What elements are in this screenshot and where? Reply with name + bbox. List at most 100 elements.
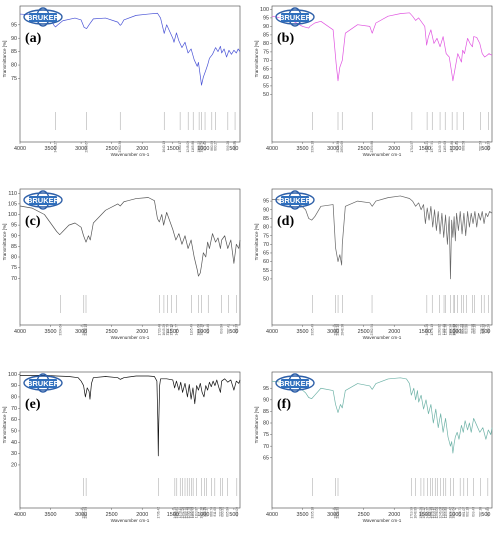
- x-tick-label: 2500: [106, 512, 118, 518]
- peak-label: 1466.26: [425, 324, 429, 336]
- x-tick-label: 1500: [167, 146, 179, 152]
- peak-label: 1110.87: [195, 507, 199, 518]
- logo-text: BRUKER: [27, 196, 60, 205]
- y-tick-label: 80: [263, 225, 269, 231]
- peak-label: 467.85: [486, 507, 490, 517]
- peak-label: 1648.85: [414, 507, 418, 519]
- x-tick-label: 2500: [358, 146, 370, 152]
- peak-label: 971.62: [203, 141, 207, 151]
- peak-label: 1299.72: [183, 507, 187, 519]
- peak-label: 1082.94: [448, 324, 452, 336]
- y-axis-title: Transmittance [%]: [2, 224, 7, 261]
- x-tick-label: 3000: [75, 512, 87, 518]
- y-tick-label: 70: [11, 276, 17, 282]
- logo-text: BRUKER: [279, 196, 312, 205]
- x-tick-label: 1000: [449, 512, 461, 518]
- logo-band: [29, 196, 57, 205]
- x-tick-label: 3000: [327, 329, 339, 335]
- y-tick-label: 85: [263, 409, 269, 415]
- peak-label: 1185.49: [442, 324, 446, 336]
- spectrum-chart: 65 70 75 80 85 90 95 4000 3500 3000 2500 2000 1500 10…: [254, 371, 493, 523]
- x-tick-label: 500: [229, 512, 238, 518]
- peak-label: 2917.93: [84, 507, 88, 519]
- peak-label: 2919.10: [336, 324, 340, 336]
- panel-label: (c): [25, 214, 41, 229]
- x-tick-label: 1000: [197, 146, 209, 152]
- y-tick-label: 70: [263, 444, 269, 450]
- peak-label: 2909.67: [85, 141, 89, 153]
- x-tick-label: 1000: [197, 512, 209, 518]
- peak-label: 2962.98: [333, 324, 337, 336]
- y-tick-label: 80: [11, 63, 17, 69]
- y-tick-label: 70: [11, 406, 17, 412]
- x-tick-label: 2000: [136, 329, 148, 335]
- spectrum-line: [19, 12, 241, 86]
- peak-label: 2957.55: [82, 507, 86, 519]
- x-tick-label: 500: [481, 512, 490, 518]
- peak-label: 1404.96: [429, 507, 433, 519]
- logo-band: [281, 196, 309, 205]
- peak-label: 2850.69: [340, 141, 344, 153]
- x-axis-title: Wavenumber cm-1: [111, 518, 150, 523]
- x-tick-label: 4000: [266, 146, 278, 152]
- peak-label: 587.36: [479, 507, 483, 517]
- y-tick-label: 95: [11, 223, 17, 229]
- y-tick-label: 80: [263, 421, 269, 427]
- peak-label: 1433.81: [175, 507, 179, 519]
- peak-label: 3334.18: [311, 141, 315, 153]
- peak-label: 458.33: [234, 324, 238, 334]
- y-tick-label: 75: [11, 265, 17, 271]
- y-tick-label: 60: [11, 417, 17, 423]
- peak-label: 1195.49: [189, 324, 193, 336]
- peak-label: 1027.18: [200, 324, 204, 336]
- y-axis-title: Transmittance [%]: [254, 224, 259, 261]
- x-tick-label: 2000: [388, 329, 400, 335]
- peak-label: 868.74: [209, 507, 213, 517]
- peak-label: 1525.35: [169, 324, 173, 336]
- y-tick-label: 110: [8, 191, 17, 197]
- y-tick-label: 65: [263, 67, 269, 73]
- peak-label: 952.17: [204, 507, 208, 517]
- peak-label: 1462.21: [425, 141, 429, 153]
- plot-frame: [271, 371, 493, 509]
- peak-label: 1378.11: [178, 507, 182, 519]
- x-tick-label: 3500: [45, 329, 57, 335]
- x-axis-title: Wavenumber cm-1: [111, 335, 150, 340]
- spectrum-chart: 70 75 80 85 90 95 100 105 110 4000 3500 3000 2500 200…: [2, 188, 241, 340]
- peak-label: 1264.18: [185, 507, 189, 519]
- peak-label: 802.18: [465, 507, 469, 517]
- panel-label: (a): [25, 31, 42, 46]
- peak-label: 3335.45: [311, 324, 315, 336]
- x-tick-label: 1500: [419, 146, 431, 152]
- y-tick-label: 95: [263, 199, 269, 205]
- x-tick-label: 3500: [297, 329, 309, 335]
- peak-label: 528.32: [482, 324, 486, 334]
- y-tick-label: 95: [263, 16, 269, 22]
- x-tick-label: 3500: [297, 146, 309, 152]
- peak-label: 1029.64: [452, 507, 456, 519]
- x-tick-label: 1500: [419, 512, 431, 518]
- y-tick-label: 90: [11, 36, 17, 42]
- peak-label: 1736.42: [156, 507, 160, 519]
- x-tick-label: 2000: [136, 512, 148, 518]
- y-axis-title: Transmittance [%]: [2, 41, 7, 78]
- x-tick-label: 2000: [136, 146, 148, 152]
- peak-label: 1024.33: [452, 324, 456, 336]
- spectrum-panel-b: 50 55 60 65 70 75 80 85 90 95 100 4000 3500 3000 2500 2…: [252, 0, 500, 180]
- peak-label: 1249.72: [438, 141, 442, 153]
- peak-label: 2920.18: [84, 324, 88, 336]
- logo-ring-horizontal: [275, 375, 315, 391]
- y-tick-label: 65: [263, 251, 269, 257]
- plot-frame: [271, 5, 493, 143]
- y-tick-label: 90: [263, 24, 269, 30]
- peak-label: 458.33: [486, 141, 490, 151]
- logo-ring-horizontal: [23, 192, 63, 208]
- y-axis-title: Transmittance [%]: [254, 41, 259, 78]
- spectrum-line: [271, 195, 493, 280]
- peak-label: 1165.63: [443, 141, 447, 153]
- spectrum-panel-f: 65 70 75 80 85 90 95 4000 3500 3000 2500 2000 1500 10…: [252, 366, 500, 546]
- spectrum-line: [20, 375, 241, 457]
- spectrum-panel-d: 50 55 60 65 70 75 80 85 90 95 4000 3500 3000 2500 2000…: [252, 183, 500, 363]
- x-tick-label: 1000: [197, 329, 209, 335]
